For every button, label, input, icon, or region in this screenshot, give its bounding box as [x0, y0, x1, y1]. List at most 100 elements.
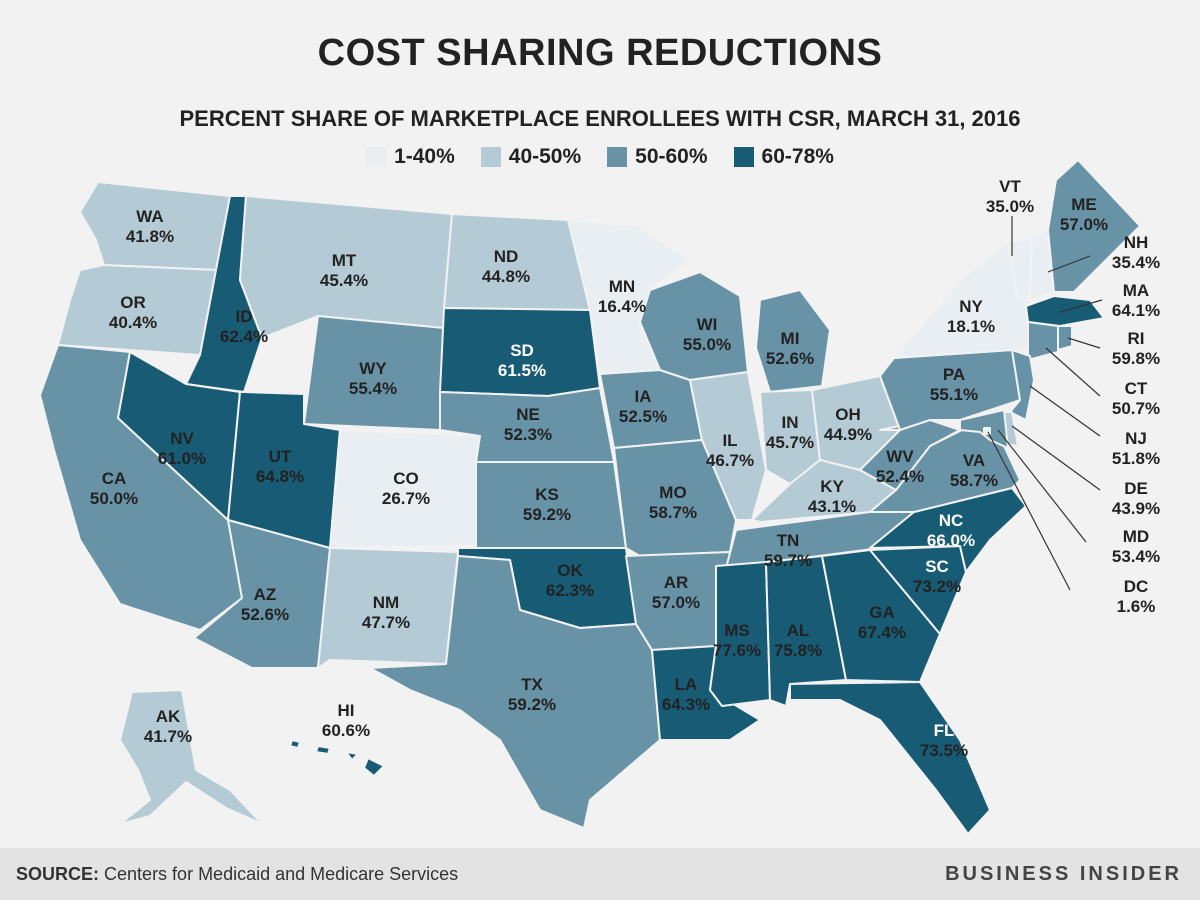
label-abbr-MA: MA: [1123, 281, 1149, 300]
label-abbr-HI: HI: [338, 701, 355, 720]
label-abbr-GA: GA: [869, 603, 895, 622]
source-label: SOURCE:: [16, 864, 100, 884]
label-abbr-IL: IL: [722, 431, 737, 450]
label-abbr-CA: CA: [102, 469, 127, 488]
legend-label-2: 40-50%: [508, 145, 582, 168]
label-value-NV: 61.0%: [158, 449, 206, 468]
label-value-DE: 43.9%: [1112, 499, 1160, 518]
label-value-UT: 64.8%: [256, 467, 304, 486]
label-abbr-NJ: NJ: [1125, 429, 1147, 448]
legend-item-4: 60-78%: [733, 145, 834, 169]
label-abbr-FL: FL: [934, 721, 955, 740]
label-value-DC: 1.6%: [1117, 597, 1156, 616]
state-GA[interactable]: [821, 549, 941, 683]
label-value-OR: 40.4%: [109, 313, 157, 332]
state-WV[interactable]: [859, 419, 961, 491]
label-abbr-MO: MO: [659, 483, 686, 502]
label-value-ID: 62.4%: [220, 327, 268, 346]
legend: 1-40% 40-50% 50-60% 60-78%: [0, 145, 1200, 169]
state-TX[interactable]: [369, 555, 661, 829]
label-value-AL: 75.8%: [774, 641, 822, 660]
label-abbr-AR: AR: [664, 573, 689, 592]
label-value-WY: 55.4%: [349, 379, 397, 398]
state-CT[interactable]: [1027, 321, 1059, 361]
state-ME[interactable]: [1047, 159, 1141, 293]
callout-lines: [987, 216, 1103, 591]
label-value-TN: 59.7%: [764, 551, 812, 570]
label-value-FL: 73.5%: [920, 741, 968, 760]
label-value-CA: 50.0%: [90, 489, 138, 508]
state-HI[interactable]: [289, 739, 385, 777]
label-value-GA: 67.4%: [858, 623, 906, 642]
label-abbr-IA: IA: [635, 387, 652, 406]
label-abbr-OK: OK: [557, 561, 583, 580]
label-abbr-KY: KY: [820, 477, 844, 496]
leader-NJ: [1029, 385, 1101, 437]
state-AK[interactable]: [119, 689, 263, 825]
label-value-SD: 61.5%: [498, 361, 546, 380]
us-map: WA 41.8% OR 40.4% CA 50.0% ID 62.4% NV 6…: [39, 159, 1160, 835]
label-value-MT: 45.4%: [320, 271, 368, 290]
label-value-IN: 45.7%: [766, 433, 814, 452]
state-MI[interactable]: [755, 289, 831, 393]
label-abbr-WY: WY: [359, 359, 387, 378]
label-abbr-NM: NM: [373, 593, 399, 612]
legend-swatch-3: [607, 147, 628, 167]
source-line: SOURCE: Centers for Medicaid and Medicar…: [16, 864, 458, 885]
legend-item-3: 50-60%: [607, 145, 708, 169]
label-value-ME: 57.0%: [1060, 215, 1108, 234]
label-value-MS: 77.6%: [713, 641, 761, 660]
state-WA[interactable]: [79, 181, 231, 271]
state-NJ[interactable]: [1009, 349, 1035, 421]
state-NM[interactable]: [317, 547, 459, 669]
label-abbr-AL: AL: [787, 621, 810, 640]
label-value-WI: 55.0%: [683, 335, 731, 354]
label-abbr-MT: MT: [332, 251, 357, 270]
label-value-HI: 60.6%: [322, 721, 370, 740]
label-abbr-TN: TN: [777, 531, 800, 550]
state-VT[interactable]: [1007, 237, 1033, 301]
leader-NH: [1047, 255, 1091, 273]
label-abbr-OH: OH: [835, 405, 861, 424]
legend-label-3: 50-60%: [635, 145, 708, 168]
label-value-NH: 35.4%: [1112, 253, 1160, 272]
legend-label-1: 1-40%: [394, 145, 455, 168]
source-text: Centers for Medicaid and Medicare Servic…: [104, 864, 459, 884]
label-value-NC: 66.0%: [927, 531, 975, 550]
state-RI[interactable]: [1057, 325, 1073, 351]
label-abbr-MI: MI: [781, 329, 800, 348]
legend-item-2: 40-50%: [480, 145, 582, 169]
label-value-VA: 58.7%: [950, 471, 998, 490]
label-value-CO: 26.7%: [382, 489, 430, 508]
label-abbr-ND: ND: [494, 247, 519, 266]
label-value-PA: 55.1%: [930, 385, 978, 404]
legend-swatch-2: [480, 147, 501, 167]
label-abbr-NV: NV: [170, 429, 194, 448]
label-value-RI: 59.8%: [1112, 349, 1160, 368]
label-value-NM: 47.7%: [362, 613, 410, 632]
label-abbr-ME: ME: [1071, 195, 1097, 214]
label-value-MI: 52.6%: [766, 349, 814, 368]
label-abbr-MN: MN: [609, 277, 635, 296]
label-abbr-ID: ID: [236, 307, 253, 326]
state-FL[interactable]: [789, 681, 991, 835]
label-abbr-DE: DE: [1124, 479, 1148, 498]
label-value-MA: 64.1%: [1112, 301, 1160, 320]
label-abbr-DC: DC: [1124, 577, 1149, 596]
label-abbr-VA: VA: [963, 451, 985, 470]
leader-MA: [1059, 299, 1103, 313]
label-value-IL: 46.7%: [706, 451, 754, 470]
label-abbr-NH: NH: [1124, 233, 1149, 252]
label-abbr-AZ: AZ: [254, 585, 277, 604]
label-abbr-NE: NE: [516, 405, 540, 424]
label-abbr-IN: IN: [782, 413, 799, 432]
label-value-OH: 44.9%: [824, 425, 872, 444]
label-value-NY: 18.1%: [947, 317, 995, 336]
label-abbr-OR: OR: [120, 293, 146, 312]
footer: SOURCE: Centers for Medicaid and Medicar…: [0, 848, 1200, 900]
label-value-KY: 43.1%: [808, 497, 856, 516]
legend-item-1: 1-40%: [366, 145, 455, 169]
label-abbr-TX: TX: [521, 675, 543, 694]
label-abbr-CT: CT: [1125, 379, 1148, 398]
label-abbr-LA: LA: [675, 675, 698, 694]
